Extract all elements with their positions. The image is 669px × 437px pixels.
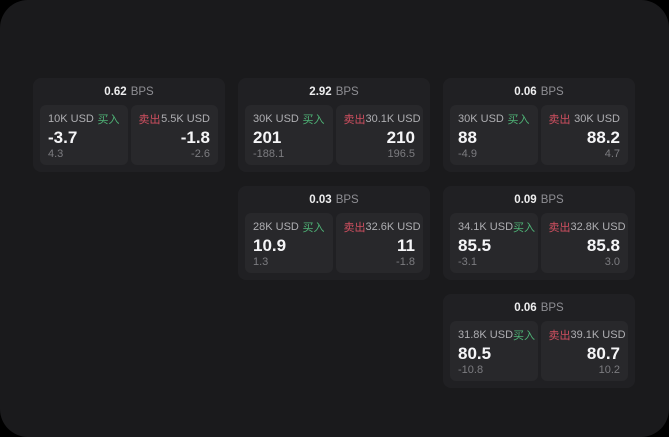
sell-amount: 30K USD <box>574 113 620 125</box>
sell-delta: 4.7 <box>604 148 620 160</box>
sell-label: 卖出 <box>138 114 161 126</box>
buy-amount: 10K USD <box>48 113 94 125</box>
bps-value: 0.06 <box>514 301 537 314</box>
buy-amount: 30K USD <box>253 113 299 125</box>
sell-panel[interactable]: 卖出 30.1K USD 210 196.5 <box>335 105 423 165</box>
sell-amount: 39.1K USD <box>570 329 626 341</box>
sell-label: 卖出 <box>548 222 571 234</box>
sell-label: 卖出 <box>548 114 571 126</box>
bps-header: 0.06 BPS <box>450 78 628 105</box>
buy-delta: -188.1 <box>253 148 285 160</box>
sell-label: 卖出 <box>343 222 366 234</box>
buy-panel[interactable]: 30K USD 买入 88 -4.9 <box>450 105 538 165</box>
buy-label: 买入 <box>97 114 120 126</box>
buy-price: 80.5 <box>458 344 492 363</box>
bps-value: 2.92 <box>309 85 332 98</box>
sell-price: 80.7 <box>586 344 620 363</box>
sell-delta: 3.0 <box>604 256 620 268</box>
sell-panel[interactable]: 卖出 5.5K USD -1.8 -2.6 <box>130 105 218 165</box>
sell-panel[interactable]: 卖出 32.8K USD 85.8 3.0 <box>540 213 628 273</box>
sell-price: 11 <box>397 236 415 255</box>
buy-delta: -3.1 <box>458 256 477 268</box>
bps-unit: BPS <box>335 193 359 206</box>
buy-delta: 4.3 <box>48 148 64 160</box>
buy-label: 买入 <box>513 330 536 342</box>
bps-unit: BPS <box>540 85 564 98</box>
sell-panel[interactable]: 卖出 32.6K USD 11 -1.8 <box>335 213 423 273</box>
buy-panel[interactable]: 31.8K USD 买入 80.5 -10.8 <box>450 321 538 381</box>
bps-unit: BPS <box>335 85 359 98</box>
sell-panel[interactable]: 卖出 39.1K USD 80.7 10.2 <box>540 321 628 381</box>
sell-amount: 30.1K USD <box>365 113 421 125</box>
buy-amount: 30K USD <box>458 113 504 125</box>
bps-value: 0.06 <box>514 85 537 98</box>
buy-price: 10.9 <box>253 236 287 255</box>
buy-amount: 34.1K USD <box>458 221 514 233</box>
bps-unit: BPS <box>540 193 564 206</box>
buy-label: 买入 <box>513 222 536 234</box>
sell-delta: -2.6 <box>191 148 210 160</box>
buy-price: 201 <box>253 128 282 147</box>
buy-panel[interactable]: 28K USD 买入 10.9 1.3 <box>245 213 333 273</box>
quote-card-2: 2.92 BPS 30K USD 买入 201 -188.1 卖出 30.1K … <box>238 78 430 172</box>
sell-amount: 32.6K USD <box>365 221 421 233</box>
buy-delta: -4.9 <box>458 148 477 160</box>
quote-card-3: 0.06 BPS 30K USD 买入 88 -4.9 卖出 30K USD 8… <box>443 78 635 172</box>
sell-amount: 5.5K USD <box>161 113 210 125</box>
buy-amount: 31.8K USD <box>458 329 514 341</box>
buy-label: 买入 <box>302 114 325 126</box>
sell-label: 卖出 <box>343 114 366 126</box>
sell-amount: 32.8K USD <box>570 221 626 233</box>
sell-price: 88.2 <box>586 128 620 147</box>
bps-value: 0.62 <box>104 85 127 98</box>
bps-header: 0.03 BPS <box>245 186 423 213</box>
bps-value: 0.09 <box>514 193 537 206</box>
sell-panel[interactable]: 卖出 30K USD 88.2 4.7 <box>540 105 628 165</box>
bps-unit: BPS <box>540 301 564 314</box>
buy-price: 85.5 <box>458 236 492 255</box>
bps-unit: BPS <box>130 85 154 98</box>
buy-label: 买入 <box>507 114 530 126</box>
bps-header: 0.06 BPS <box>450 294 628 321</box>
buy-panel[interactable]: 34.1K USD 买入 85.5 -3.1 <box>450 213 538 273</box>
sell-price: -1.8 <box>180 128 210 147</box>
buy-price: -3.7 <box>48 128 78 147</box>
bps-header: 0.62 BPS <box>40 78 218 105</box>
sell-delta: 196.5 <box>387 148 415 160</box>
bps-header: 2.92 BPS <box>245 78 423 105</box>
buy-panel[interactable]: 30K USD 买入 201 -188.1 <box>245 105 333 165</box>
buy-panel[interactable]: 10K USD 买入 -3.7 4.3 <box>40 105 128 165</box>
bps-value: 0.03 <box>309 193 332 206</box>
buy-delta: -10.8 <box>458 364 484 376</box>
quote-card-6: 0.06 BPS 31.8K USD 买入 80.5 -10.8 卖出 39.1… <box>443 294 635 388</box>
sell-price: 85.8 <box>586 236 620 255</box>
buy-amount: 28K USD <box>253 221 299 233</box>
quote-card-4: 0.03 BPS 28K USD 买入 10.9 1.3 卖出 32.6K US… <box>238 186 430 280</box>
buy-delta: 1.3 <box>253 256 269 268</box>
quote-card-1: 0.62 BPS 10K USD 买入 -3.7 4.3 卖出 5.5K USD… <box>33 78 225 172</box>
sell-delta: 10.2 <box>598 364 620 376</box>
sell-label: 卖出 <box>548 330 571 342</box>
sell-delta: -1.8 <box>396 256 415 268</box>
buy-label: 买入 <box>302 222 325 234</box>
quote-card-5: 0.09 BPS 34.1K USD 买入 85.5 -3.1 卖出 32.8K… <box>443 186 635 280</box>
buy-price: 88 <box>458 128 477 147</box>
bps-header: 0.09 BPS <box>450 186 628 213</box>
sell-price: 210 <box>386 128 415 147</box>
